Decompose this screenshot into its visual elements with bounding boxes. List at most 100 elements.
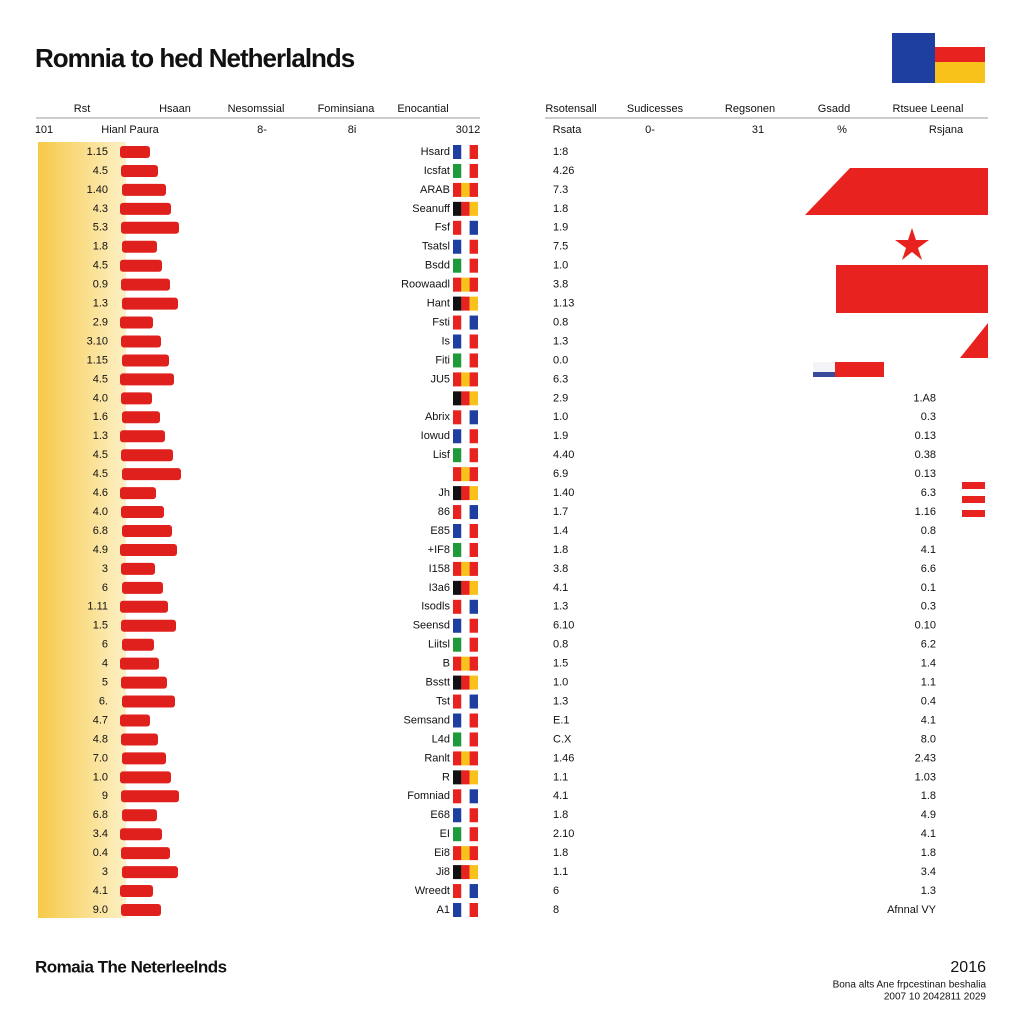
flag-stripe [469, 353, 478, 368]
row-number: 6 [102, 582, 108, 594]
flag-stripe [461, 808, 470, 823]
flag-stripe [453, 486, 462, 501]
red-mark [120, 657, 159, 670]
red-mark [122, 581, 163, 594]
top-flag [892, 33, 985, 83]
flag-stripe [461, 637, 470, 652]
flag-stripe [469, 865, 478, 880]
flag-stripe [469, 561, 478, 576]
flag-stripe [461, 561, 470, 576]
row-right-value: 3.4 [921, 866, 936, 878]
row-number: 6. [99, 695, 108, 707]
row-right-value: 1.3 [921, 885, 936, 897]
row-right-value: 0.3 [921, 601, 936, 613]
row-value: 0.8 [553, 639, 568, 651]
row-value: 1.9 [553, 222, 568, 234]
flag-stripe [461, 163, 470, 178]
subheader: 3012 [456, 124, 480, 136]
row-right-value: 4.1 [921, 544, 936, 556]
row-name: Wreedt [415, 885, 450, 897]
row-name: Ji8 [436, 866, 450, 878]
red-mark [121, 790, 179, 803]
flag-stripe [453, 599, 462, 614]
row-name: Iowud [421, 430, 450, 442]
row-number: 4.5 [93, 468, 108, 480]
subheader: 101 [35, 124, 53, 136]
row-right-value: 0.10 [915, 620, 936, 632]
flag-stripe [461, 353, 470, 368]
row-value: E.1 [553, 714, 570, 726]
row-right-value: 4.9 [921, 809, 936, 821]
row-name: Bsdd [425, 260, 450, 272]
subheader: 0- [645, 124, 655, 136]
red-mark [120, 259, 162, 272]
row-name: Ranlt [424, 752, 450, 764]
row-value: 1.5 [553, 658, 568, 670]
flag-stripe [461, 258, 470, 273]
row-number: 4.5 [93, 165, 108, 177]
row-name: Tst [436, 695, 450, 707]
column-header: Sudicesses [627, 103, 684, 115]
row-number: 4.9 [93, 544, 108, 556]
row-name: Roowaadl [401, 279, 450, 291]
column-header: Hsaan [159, 103, 191, 115]
flag-stripe [453, 410, 462, 425]
row-right-value: 0.4 [921, 695, 936, 707]
flag-stripe [453, 315, 462, 330]
subheader: 8i [348, 124, 357, 136]
row-number: 4.8 [93, 733, 108, 745]
row-value: 1.1 [553, 771, 568, 783]
column-header: Rsotensall [545, 103, 596, 115]
flag-stripe [469, 334, 478, 349]
flag-stripe [469, 542, 478, 557]
flag-stripe [469, 448, 478, 463]
row-name: Seensd [413, 620, 450, 632]
row-name: Fomniad [407, 790, 450, 802]
row-value: 4.26 [553, 165, 574, 177]
red-mark [121, 278, 170, 291]
column-header: Fominsiana [318, 103, 376, 115]
row-number: 4.5 [93, 373, 108, 385]
row-number: 1.3 [93, 298, 108, 310]
red-mark [122, 695, 175, 708]
flag-stripe [453, 467, 462, 482]
row-right-value: 6.3 [921, 487, 936, 499]
row-number: 4.3 [93, 203, 108, 215]
row-right-value: 1.8 [921, 847, 936, 859]
flag-stripe [469, 808, 478, 823]
flag-stripe [461, 372, 470, 387]
row-number: 6.8 [93, 525, 108, 537]
row-value: 3.8 [553, 563, 568, 575]
red-mark [122, 183, 166, 196]
flag-stripe [453, 808, 462, 823]
yellow-band [38, 142, 126, 918]
flag-stripe [461, 713, 470, 728]
flag-stripe [461, 239, 470, 254]
row-value: 1.3 [553, 695, 568, 707]
row-name: E85 [430, 525, 450, 537]
row-name: Fsti [432, 316, 450, 328]
flag-stripe [453, 637, 462, 652]
flag-stripe [453, 429, 462, 444]
row-right-value: 4.1 [921, 714, 936, 726]
row-value: C.X [553, 733, 572, 745]
row-name: Ei8 [434, 847, 450, 859]
flag-stripe [453, 239, 462, 254]
flag-stripe [453, 391, 462, 406]
row-value: 1.8 [553, 809, 568, 821]
row-right-value: 0.8 [921, 525, 936, 537]
row-value: 1.0 [553, 411, 568, 423]
row-name: Bsstt [426, 677, 450, 689]
flag-stripe [453, 163, 462, 178]
flag-stripe [461, 865, 470, 880]
red-mark [120, 202, 171, 215]
flag-stripe [461, 391, 470, 406]
flag-stripe [461, 429, 470, 444]
row-value: 3.8 [553, 279, 568, 291]
flag-stripe [461, 277, 470, 292]
row-value: 1.3 [553, 335, 568, 347]
flag-stripe [461, 467, 470, 482]
row-name: Liitsl [428, 639, 450, 651]
row-value: 1.3 [553, 601, 568, 613]
row-value: 1.13 [553, 298, 574, 310]
